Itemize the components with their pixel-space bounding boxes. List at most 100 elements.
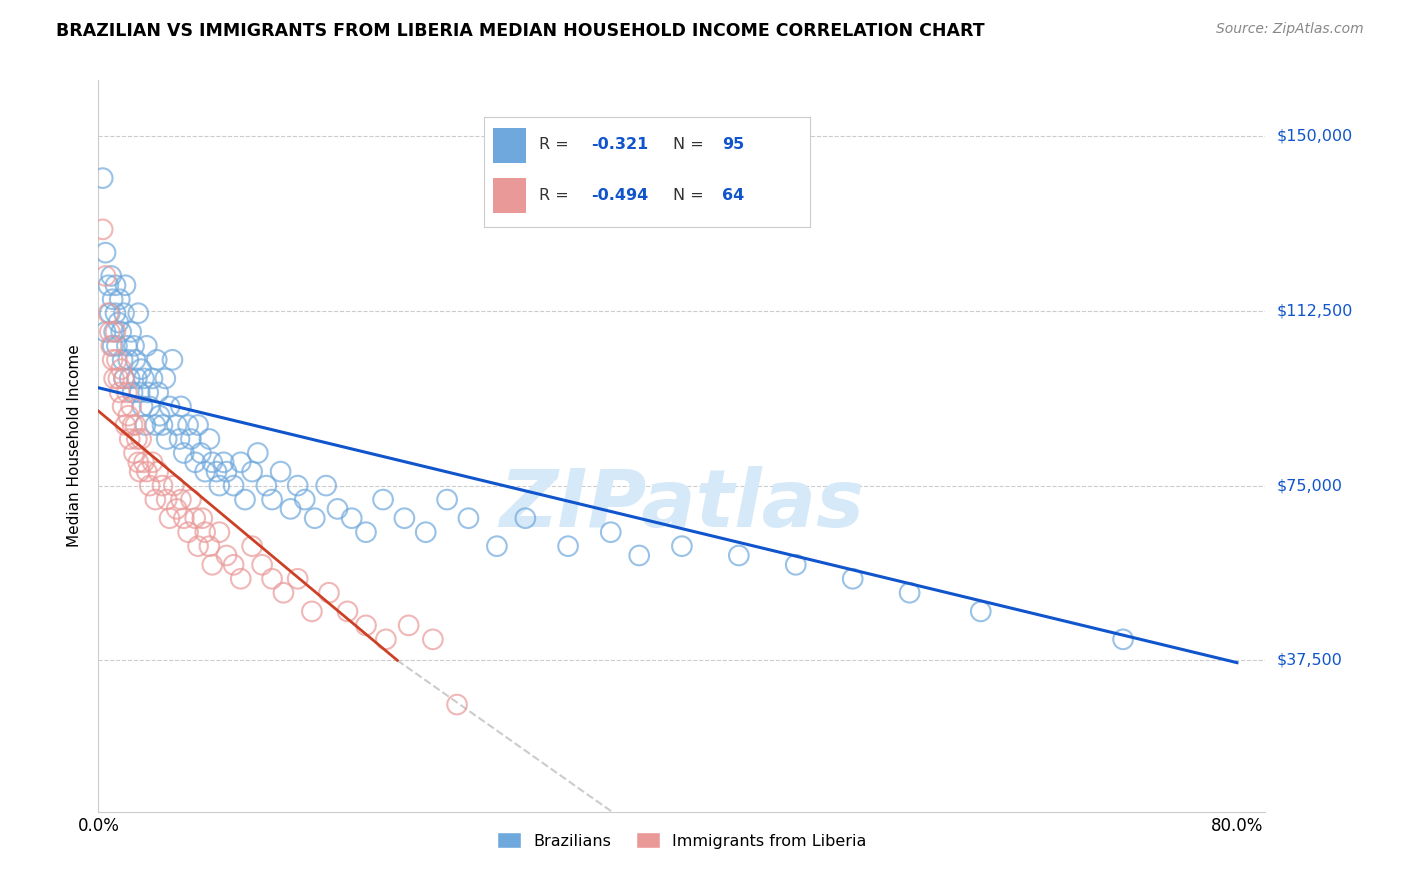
Point <box>115 385 138 400</box>
Point <box>599 525 621 540</box>
Point <box>229 572 252 586</box>
Point <box>294 492 316 507</box>
Point <box>125 432 148 446</box>
Point <box>117 352 139 367</box>
Point <box>101 352 124 367</box>
Point <box>135 339 157 353</box>
Point <box>205 465 228 479</box>
Point <box>436 492 458 507</box>
Point <box>114 417 136 432</box>
Point <box>114 278 136 293</box>
Point <box>124 352 146 367</box>
Point <box>148 385 170 400</box>
Point <box>100 268 122 283</box>
Point <box>159 400 181 414</box>
Point <box>104 325 127 339</box>
Point <box>108 385 131 400</box>
Point <box>143 492 166 507</box>
Point <box>163 478 186 492</box>
Point <box>166 417 188 432</box>
Point <box>105 339 128 353</box>
Point <box>371 492 394 507</box>
Point <box>260 492 283 507</box>
Point <box>94 325 117 339</box>
Point <box>280 502 302 516</box>
Point <box>156 492 179 507</box>
Point <box>129 432 152 446</box>
Point <box>970 604 993 618</box>
Point <box>141 371 163 385</box>
Point <box>97 278 120 293</box>
Point <box>146 352 169 367</box>
Point <box>194 465 217 479</box>
Point <box>304 511 326 525</box>
Point <box>103 371 125 385</box>
Point <box>136 385 159 400</box>
Point <box>215 549 238 563</box>
Point <box>100 339 122 353</box>
Point <box>138 478 160 492</box>
Point <box>107 316 129 330</box>
Point <box>112 371 135 385</box>
Point <box>110 325 132 339</box>
Point <box>104 278 127 293</box>
Point <box>148 465 170 479</box>
Point <box>184 455 207 469</box>
Text: $112,500: $112,500 <box>1277 303 1353 318</box>
Point <box>120 400 142 414</box>
Point <box>229 455 252 469</box>
Point <box>841 572 863 586</box>
Point <box>118 432 141 446</box>
Point <box>208 525 231 540</box>
Point <box>129 362 152 376</box>
Point <box>131 400 153 414</box>
Point <box>156 432 179 446</box>
Point <box>287 478 309 492</box>
Point <box>628 549 651 563</box>
Point <box>318 586 340 600</box>
Text: $37,500: $37,500 <box>1277 653 1343 668</box>
Point <box>191 511 214 525</box>
Point <box>222 558 245 572</box>
Point <box>97 306 120 320</box>
Point <box>233 492 256 507</box>
Point <box>135 465 157 479</box>
Point <box>557 539 579 553</box>
Point <box>457 511 479 525</box>
Point <box>170 492 193 507</box>
Point <box>485 539 508 553</box>
Point <box>122 339 145 353</box>
Point <box>112 371 135 385</box>
Point <box>134 417 156 432</box>
Text: BRAZILIAN VS IMMIGRANTS FROM LIBERIA MEDIAN HOUSEHOLD INCOME CORRELATION CHART: BRAZILIAN VS IMMIGRANTS FROM LIBERIA MED… <box>56 22 984 40</box>
Point <box>138 400 160 414</box>
Point <box>118 371 141 385</box>
Point <box>315 478 337 492</box>
Point <box>190 446 212 460</box>
Point <box>240 539 263 553</box>
Point <box>111 400 134 414</box>
Y-axis label: Median Household Income: Median Household Income <box>67 344 83 548</box>
Point <box>260 572 283 586</box>
Point <box>208 478 231 492</box>
Point <box>201 558 224 572</box>
Point <box>394 511 416 525</box>
Text: $150,000: $150,000 <box>1277 128 1353 144</box>
Point <box>184 511 207 525</box>
Point <box>301 604 323 618</box>
Point <box>340 511 363 525</box>
Point <box>198 539 221 553</box>
Point <box>170 400 193 414</box>
Point <box>222 478 245 492</box>
Point <box>250 558 273 572</box>
Point <box>169 432 191 446</box>
Point <box>91 222 114 236</box>
Point <box>98 325 121 339</box>
Point <box>141 455 163 469</box>
Point <box>105 352 128 367</box>
Point <box>110 362 132 376</box>
Point <box>374 632 396 647</box>
Point <box>446 698 468 712</box>
Point <box>398 618 420 632</box>
Point <box>162 352 184 367</box>
